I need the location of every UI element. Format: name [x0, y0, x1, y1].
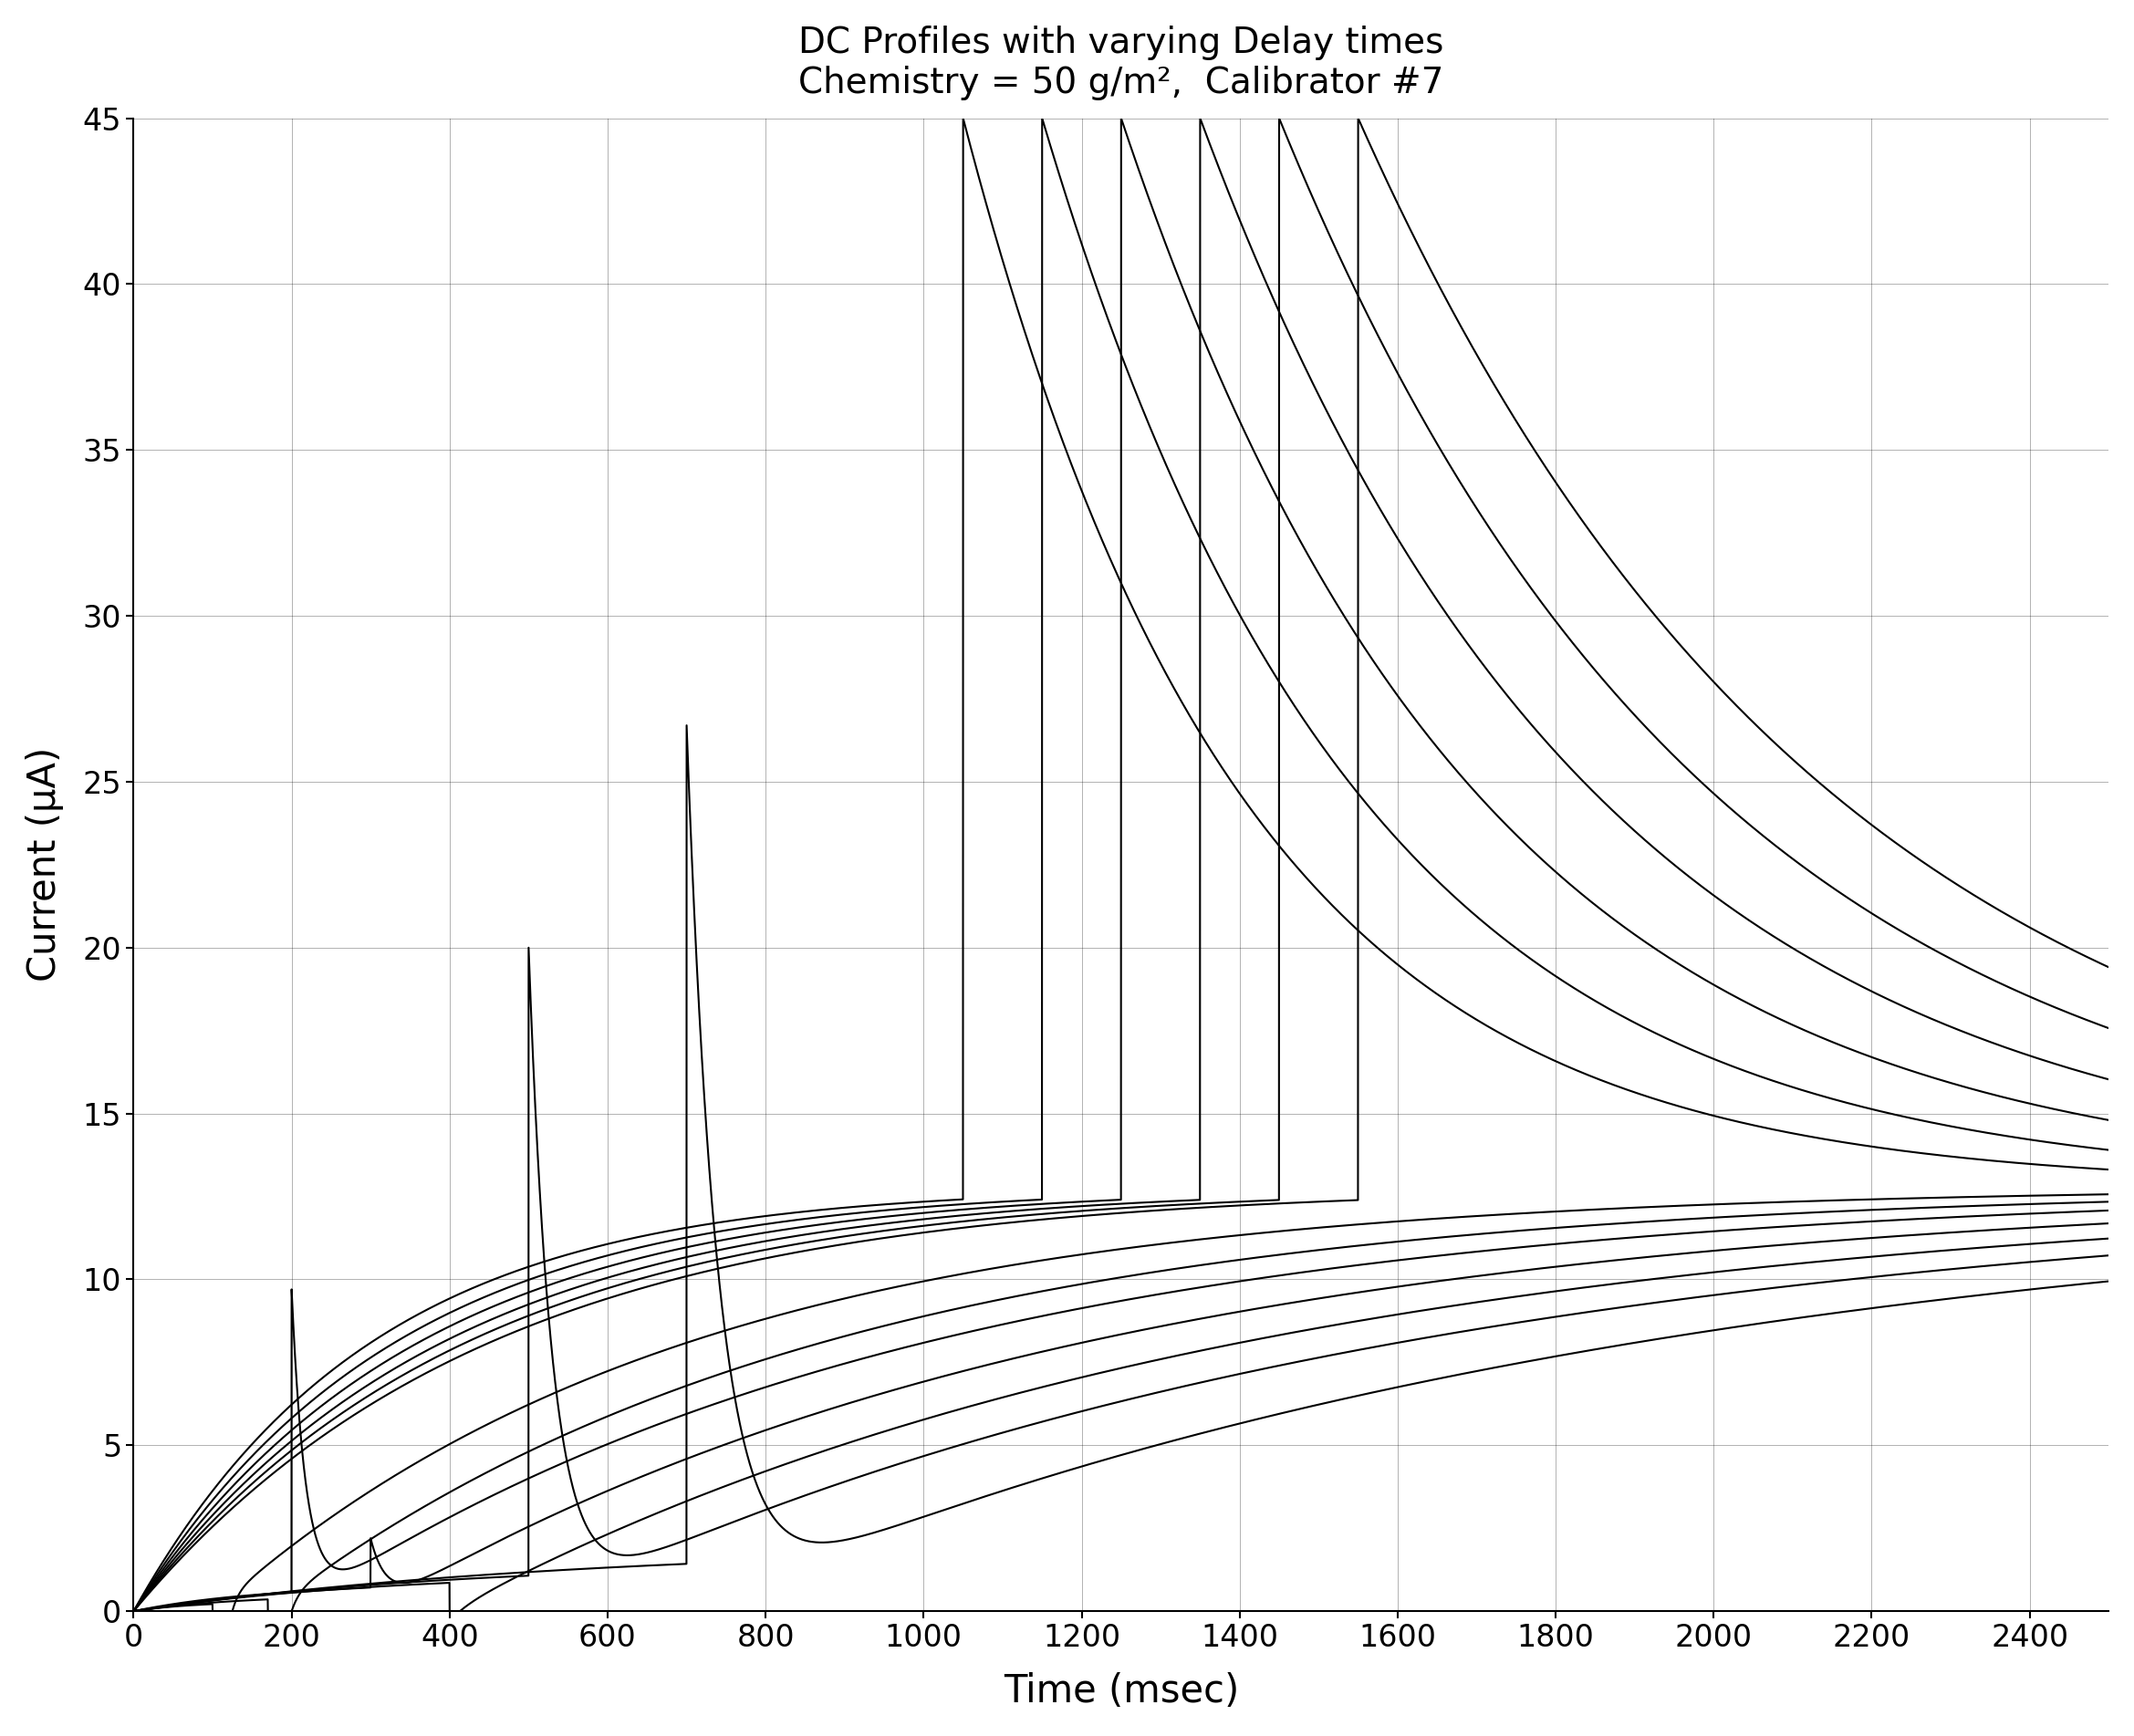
X-axis label: Time (msec): Time (msec) — [1003, 1672, 1240, 1710]
Title: DC Profiles with varying Delay times
Chemistry = 50 g/m²,  Calibrator #7: DC Profiles with varying Delay times Che… — [798, 26, 1445, 101]
Y-axis label: Current (μA): Current (μA) — [26, 748, 64, 983]
